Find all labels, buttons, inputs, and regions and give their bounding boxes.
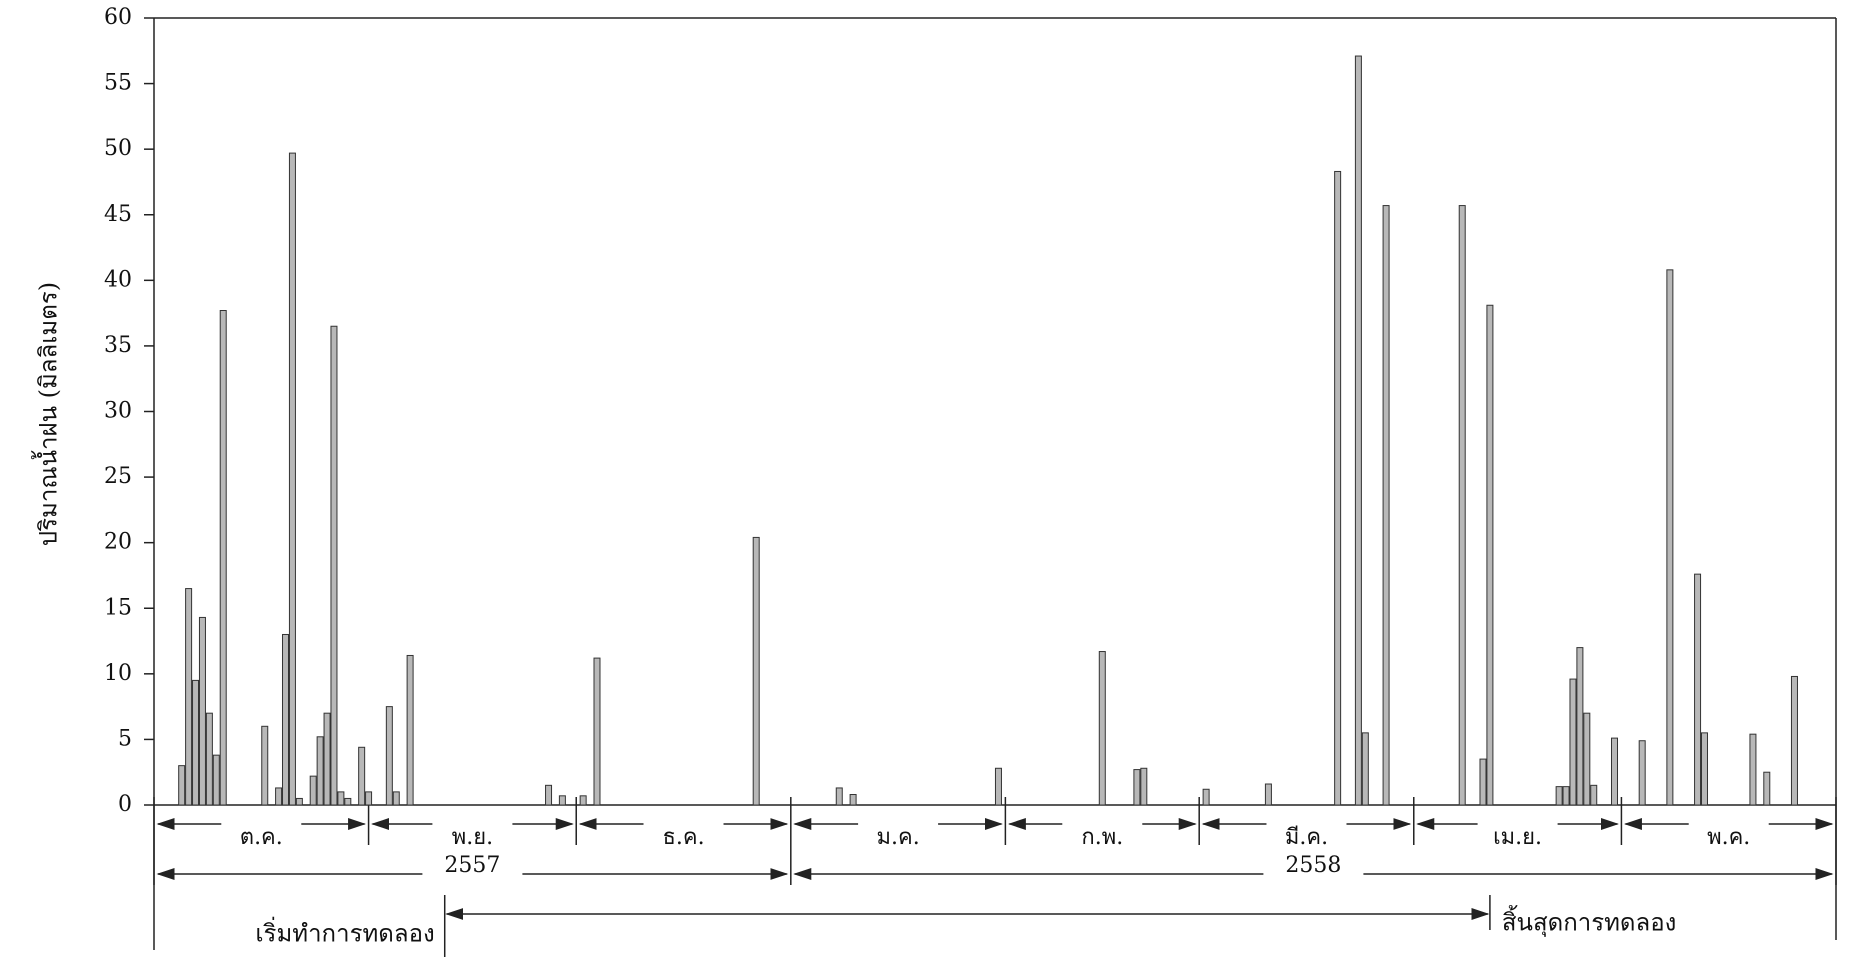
bar [1700, 732, 1708, 806]
month-label: พ.ย. [452, 825, 493, 850]
bar [1382, 205, 1390, 806]
bar [1666, 269, 1674, 806]
y-tick-label: 30 [104, 399, 132, 424]
y-tick-label: 45 [104, 202, 132, 227]
bar [178, 765, 186, 806]
bar [558, 795, 566, 806]
bar [365, 791, 373, 806]
bar [198, 616, 206, 806]
bar [330, 325, 338, 806]
y-tick-label: 50 [104, 136, 132, 161]
bar [1140, 767, 1148, 806]
y-tick-label: 0 [118, 792, 132, 817]
year-label: 2557 [444, 853, 500, 878]
bar [261, 725, 269, 806]
y-tick-label: 5 [118, 726, 132, 751]
bar [1638, 740, 1646, 806]
bar [1611, 737, 1619, 806]
bar [385, 706, 393, 806]
bar [1562, 786, 1570, 806]
bar [579, 795, 587, 806]
bar [1694, 573, 1702, 806]
y-tick-label: 35 [104, 333, 132, 358]
y-tick-label: 40 [104, 267, 132, 292]
bar [1790, 675, 1798, 806]
experiment-end-label: สิ้นสุดการทดลอง [1502, 905, 1676, 938]
bar [849, 794, 857, 806]
bar [1583, 712, 1591, 806]
y-tick-label: 55 [104, 71, 132, 96]
bar [1098, 651, 1106, 806]
bar [1479, 758, 1487, 806]
bar [323, 712, 331, 806]
bar [309, 775, 317, 806]
y-tick-label: 10 [104, 661, 132, 686]
month-label: ธ.ค. [662, 825, 704, 850]
bar [275, 787, 283, 806]
bar [1576, 647, 1584, 806]
month-label: ต.ค. [240, 825, 283, 850]
y-tick-label: 25 [104, 464, 132, 489]
bar [752, 536, 760, 806]
bar [282, 633, 290, 806]
bar [392, 791, 400, 806]
bar [337, 791, 345, 806]
bar [1354, 55, 1362, 806]
bar [593, 657, 601, 806]
y-axis-label: ปริมาณน้ำฝน (มิลลิเมตร) [31, 282, 63, 546]
y-tick-label: 15 [104, 595, 132, 620]
bar [1202, 788, 1210, 806]
bar [295, 797, 303, 806]
year-label: 2558 [1285, 853, 1341, 878]
bar [835, 787, 843, 806]
month-label: ก.พ. [1081, 825, 1123, 850]
bar [994, 767, 1002, 806]
bar [1334, 170, 1342, 806]
bar [1749, 733, 1757, 806]
bar [358, 746, 366, 806]
y-tick-label: 60 [104, 5, 132, 30]
month-label: ม.ค. [876, 825, 919, 850]
bar [344, 797, 352, 806]
month-label: มี.ค. [1285, 825, 1328, 850]
bar [212, 754, 220, 806]
bar [185, 588, 193, 806]
bar [1264, 783, 1272, 806]
bar [192, 679, 200, 806]
bar [205, 712, 213, 806]
bar [316, 736, 324, 806]
bar [1763, 771, 1771, 806]
bar [545, 784, 553, 806]
bar [1555, 786, 1563, 806]
bar [288, 152, 296, 806]
bar [1361, 732, 1369, 806]
bar [1590, 784, 1598, 806]
experiment-start-label: เริ่มทำการทดลอง [255, 917, 434, 948]
bar [1569, 678, 1577, 806]
bar [406, 654, 414, 806]
bar [1486, 304, 1494, 806]
bar [1458, 205, 1466, 806]
bar [1133, 769, 1141, 806]
bar [219, 310, 227, 806]
y-tick-label: 20 [104, 530, 132, 555]
month-label: เม.ย. [1493, 825, 1542, 850]
month-label: พ.ค. [1707, 825, 1750, 850]
